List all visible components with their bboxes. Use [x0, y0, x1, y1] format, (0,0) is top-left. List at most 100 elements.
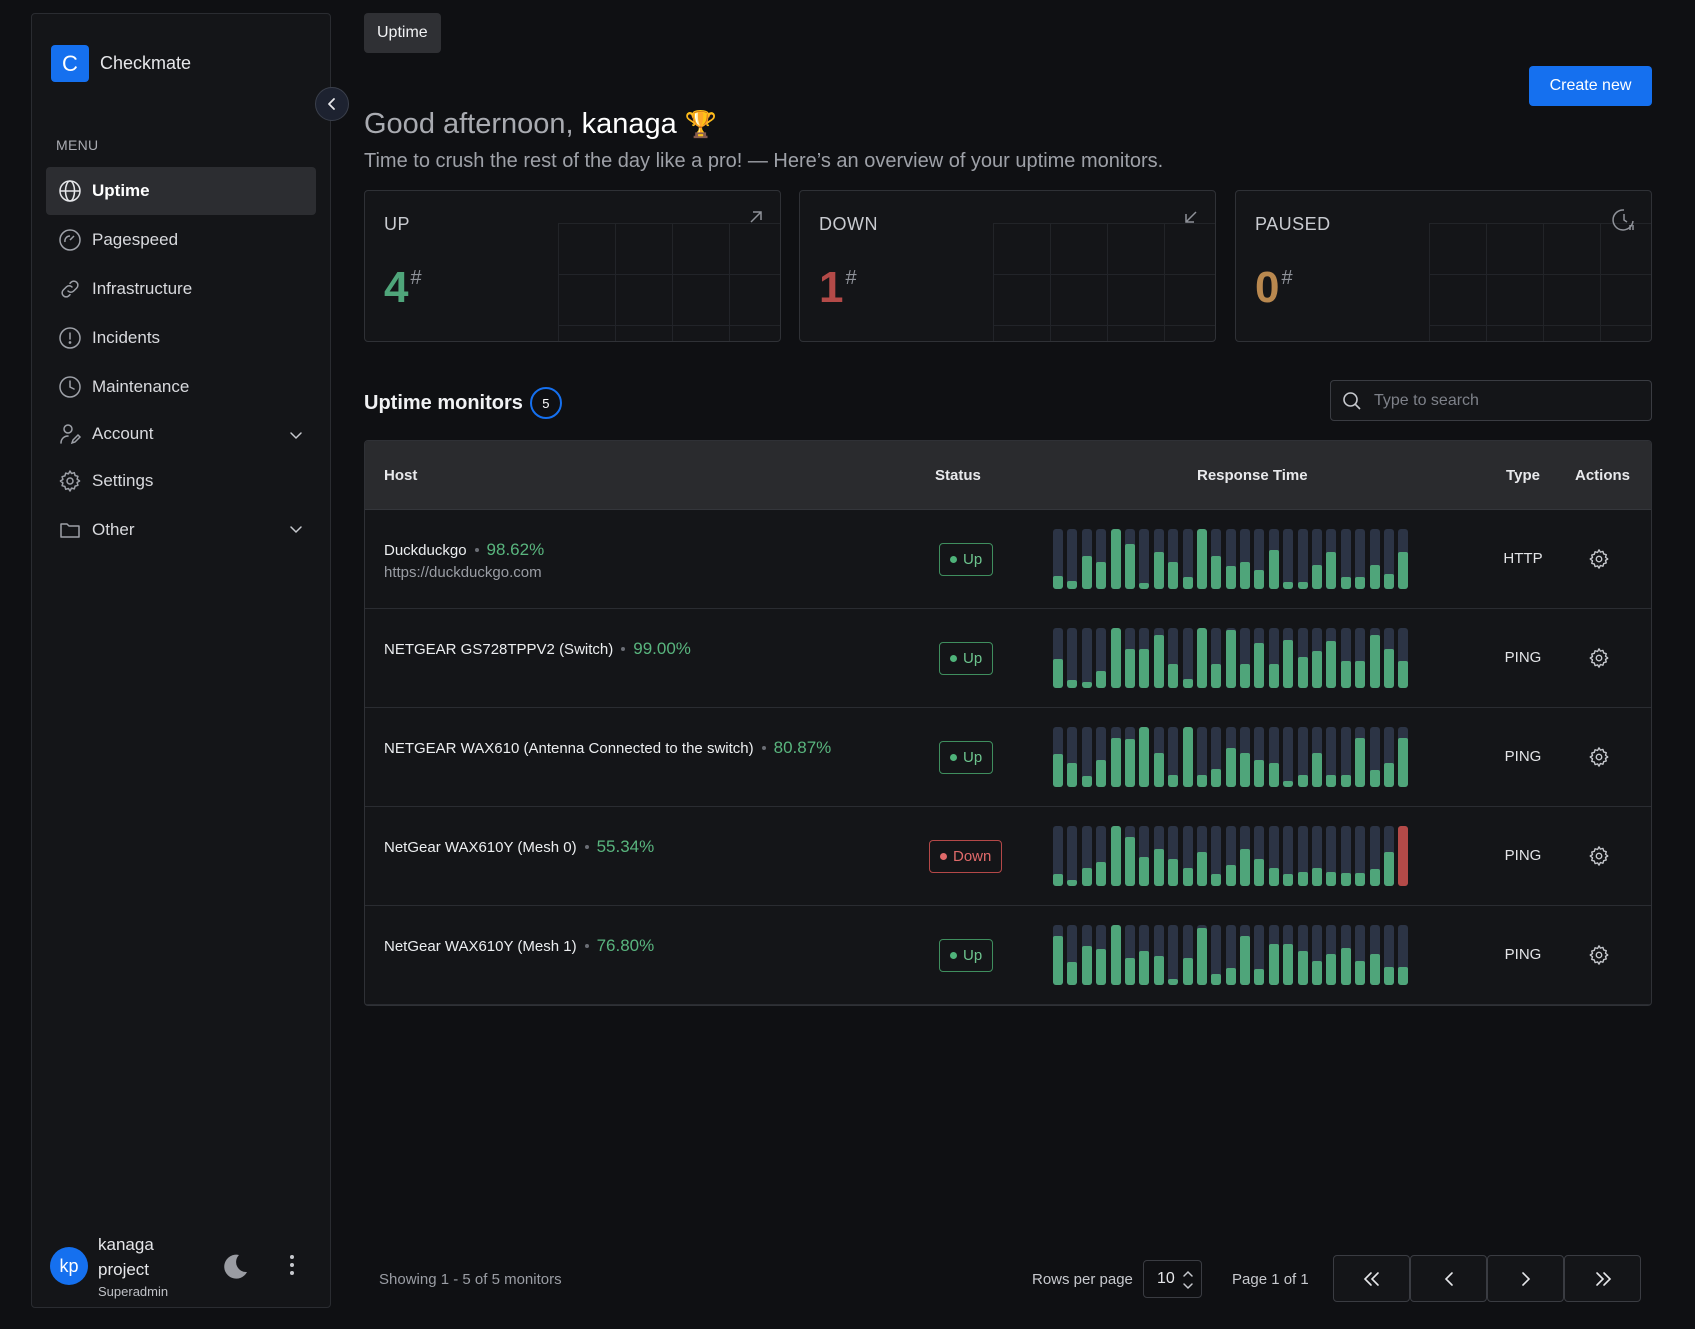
sidebar-item-other[interactable]: Other [46, 506, 316, 554]
response-time-bar[interactable] [1240, 529, 1251, 589]
response-time-bar[interactable] [1254, 826, 1265, 886]
response-time-bar[interactable] [1168, 925, 1179, 985]
response-time-bar[interactable] [1096, 628, 1107, 688]
search-input[interactable] [1374, 391, 1624, 410]
response-time-bar[interactable] [1110, 529, 1121, 589]
response-time-bar[interactable] [1240, 925, 1251, 985]
response-time-bar[interactable] [1355, 628, 1366, 688]
response-time-bar[interactable] [1369, 727, 1380, 787]
response-time-bar[interactable] [1225, 727, 1236, 787]
gear-icon[interactable] [1588, 548, 1610, 575]
response-time-bar[interactable] [1225, 826, 1236, 886]
response-time-bar[interactable] [1369, 925, 1380, 985]
response-time-bar[interactable] [1225, 628, 1236, 688]
response-time-bar[interactable] [1081, 529, 1092, 589]
response-time-bar[interactable] [1268, 925, 1279, 985]
response-time-bar[interactable] [1398, 628, 1409, 688]
response-time-bar[interactable] [1326, 925, 1337, 985]
more-vertical-icon[interactable] [288, 1254, 296, 1281]
response-time-bar[interactable] [1326, 727, 1337, 787]
response-time-bar[interactable] [1053, 529, 1063, 589]
response-time-bar[interactable] [1297, 529, 1308, 589]
sidebar-item-incidents[interactable]: Incidents [46, 314, 316, 362]
response-time-bar[interactable] [1081, 628, 1092, 688]
response-time-bar[interactable] [1369, 826, 1380, 886]
response-time-bar[interactable] [1096, 529, 1107, 589]
response-time-bar[interactable] [1182, 925, 1193, 985]
sidebar-item-uptime[interactable]: Uptime [46, 167, 316, 215]
response-time-bar[interactable] [1168, 628, 1179, 688]
gear-icon[interactable] [1588, 845, 1610, 872]
response-time-bar[interactable] [1110, 727, 1121, 787]
column-status[interactable]: Status [935, 466, 981, 484]
response-time-bar[interactable] [1067, 925, 1078, 985]
sidebar-item-pagespeed[interactable]: Pagespeed [46, 216, 316, 264]
response-time-bar[interactable] [1168, 529, 1179, 589]
response-time-bar[interactable] [1211, 925, 1222, 985]
response-time-bar[interactable] [1053, 628, 1063, 688]
rows-per-page-select[interactable]: 10 [1143, 1260, 1202, 1298]
response-time-bar[interactable] [1355, 727, 1366, 787]
response-time-bar[interactable] [1240, 826, 1251, 886]
table-row[interactable]: Duckduckgo 98.62% https://duckduckgo.com Up… [365, 510, 1651, 609]
column-type[interactable]: Type [1506, 466, 1540, 484]
table-row[interactable]: NetGear WAX610Y (Mesh 1) 76.80% Up PING [365, 906, 1651, 1005]
response-time-bar[interactable] [1096, 925, 1107, 985]
response-time-bar[interactable] [1081, 925, 1092, 985]
response-time-bar[interactable] [1254, 628, 1265, 688]
column-host[interactable]: Host [384, 466, 418, 484]
gear-icon[interactable] [1588, 746, 1610, 773]
response-time-bar[interactable] [1312, 925, 1323, 985]
first-page-button[interactable] [1333, 1255, 1410, 1302]
sidebar-item-account[interactable]: Account [46, 412, 316, 456]
response-time-bar[interactable] [1110, 925, 1121, 985]
response-time-bar[interactable] [1268, 826, 1279, 886]
response-time-bar[interactable] [1196, 628, 1207, 688]
response-time-bar[interactable] [1153, 826, 1164, 886]
gear-icon[interactable] [1588, 647, 1610, 674]
response-time-bar[interactable] [1355, 529, 1366, 589]
brand[interactable]: C Checkmate [51, 45, 191, 82]
response-time-bar[interactable] [1211, 727, 1222, 787]
response-time-bar[interactable] [1211, 628, 1222, 688]
response-time-bar[interactable] [1355, 925, 1366, 985]
response-time-bar[interactable] [1211, 529, 1222, 589]
column-response-time[interactable]: Response Time [1197, 466, 1308, 484]
response-time-bar[interactable] [1283, 529, 1294, 589]
response-time-bar[interactable] [1096, 727, 1107, 787]
response-time-bar[interactable] [1196, 727, 1207, 787]
response-time-bar[interactable] [1124, 826, 1135, 886]
response-time-bar[interactable] [1326, 628, 1337, 688]
response-time-bar[interactable] [1383, 826, 1394, 886]
response-time-bar[interactable] [1340, 529, 1351, 589]
last-page-button[interactable] [1564, 1255, 1641, 1302]
response-time-bar[interactable] [1124, 529, 1135, 589]
response-time-bar[interactable] [1139, 529, 1150, 589]
response-time-bar[interactable] [1268, 628, 1279, 688]
response-time-bar[interactable] [1182, 826, 1193, 886]
response-time-bar[interactable] [1081, 727, 1092, 787]
response-time-bar[interactable] [1139, 628, 1150, 688]
response-time-bar[interactable] [1398, 826, 1409, 886]
response-time-bar[interactable] [1326, 826, 1337, 886]
response-time-bar[interactable] [1340, 628, 1351, 688]
response-time-bar[interactable] [1053, 826, 1063, 886]
response-time-bar[interactable] [1168, 826, 1179, 886]
response-time-bar[interactable] [1340, 826, 1351, 886]
response-time-bar[interactable] [1182, 529, 1193, 589]
response-time-bar[interactable] [1383, 925, 1394, 985]
response-time-bar[interactable] [1240, 727, 1251, 787]
response-time-bar[interactable] [1283, 925, 1294, 985]
sidebar-item-settings[interactable]: Settings [46, 457, 316, 505]
create-new-button[interactable]: Create new [1529, 66, 1652, 106]
response-time-bar[interactable] [1297, 628, 1308, 688]
table-row[interactable]: NetGear WAX610Y (Mesh 0) 55.34% Down PING [365, 807, 1651, 906]
response-time-bar[interactable] [1254, 727, 1265, 787]
response-time-bar[interactable] [1398, 529, 1409, 589]
response-time-bar[interactable] [1283, 628, 1294, 688]
response-time-bar[interactable] [1168, 727, 1179, 787]
response-time-bar[interactable] [1053, 727, 1063, 787]
next-page-button[interactable] [1487, 1255, 1564, 1302]
response-time-bar[interactable] [1326, 529, 1337, 589]
response-time-bar[interactable] [1153, 727, 1164, 787]
